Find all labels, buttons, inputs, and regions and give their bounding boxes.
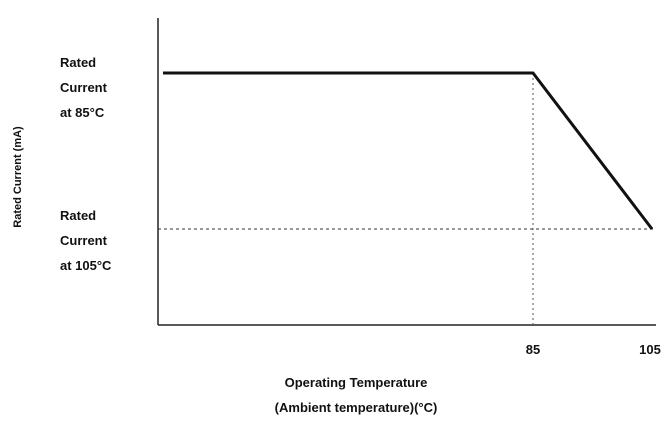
rated-current-85-label: Rated Current at 85°C: [60, 55, 107, 120]
y-axis-title: Rated Current (mA): [12, 126, 24, 228]
rated-current-105-label: Rated Current at 105°C: [60, 208, 112, 273]
x-axis-title: Operating Temperature: [284, 375, 428, 390]
x-tick-105: 105: [639, 342, 661, 357]
x-tick-85: 85: [525, 342, 541, 357]
derating-curve: [163, 71, 654, 230]
x-axis-subtitle: (Ambient temperature)(°C): [274, 400, 438, 415]
